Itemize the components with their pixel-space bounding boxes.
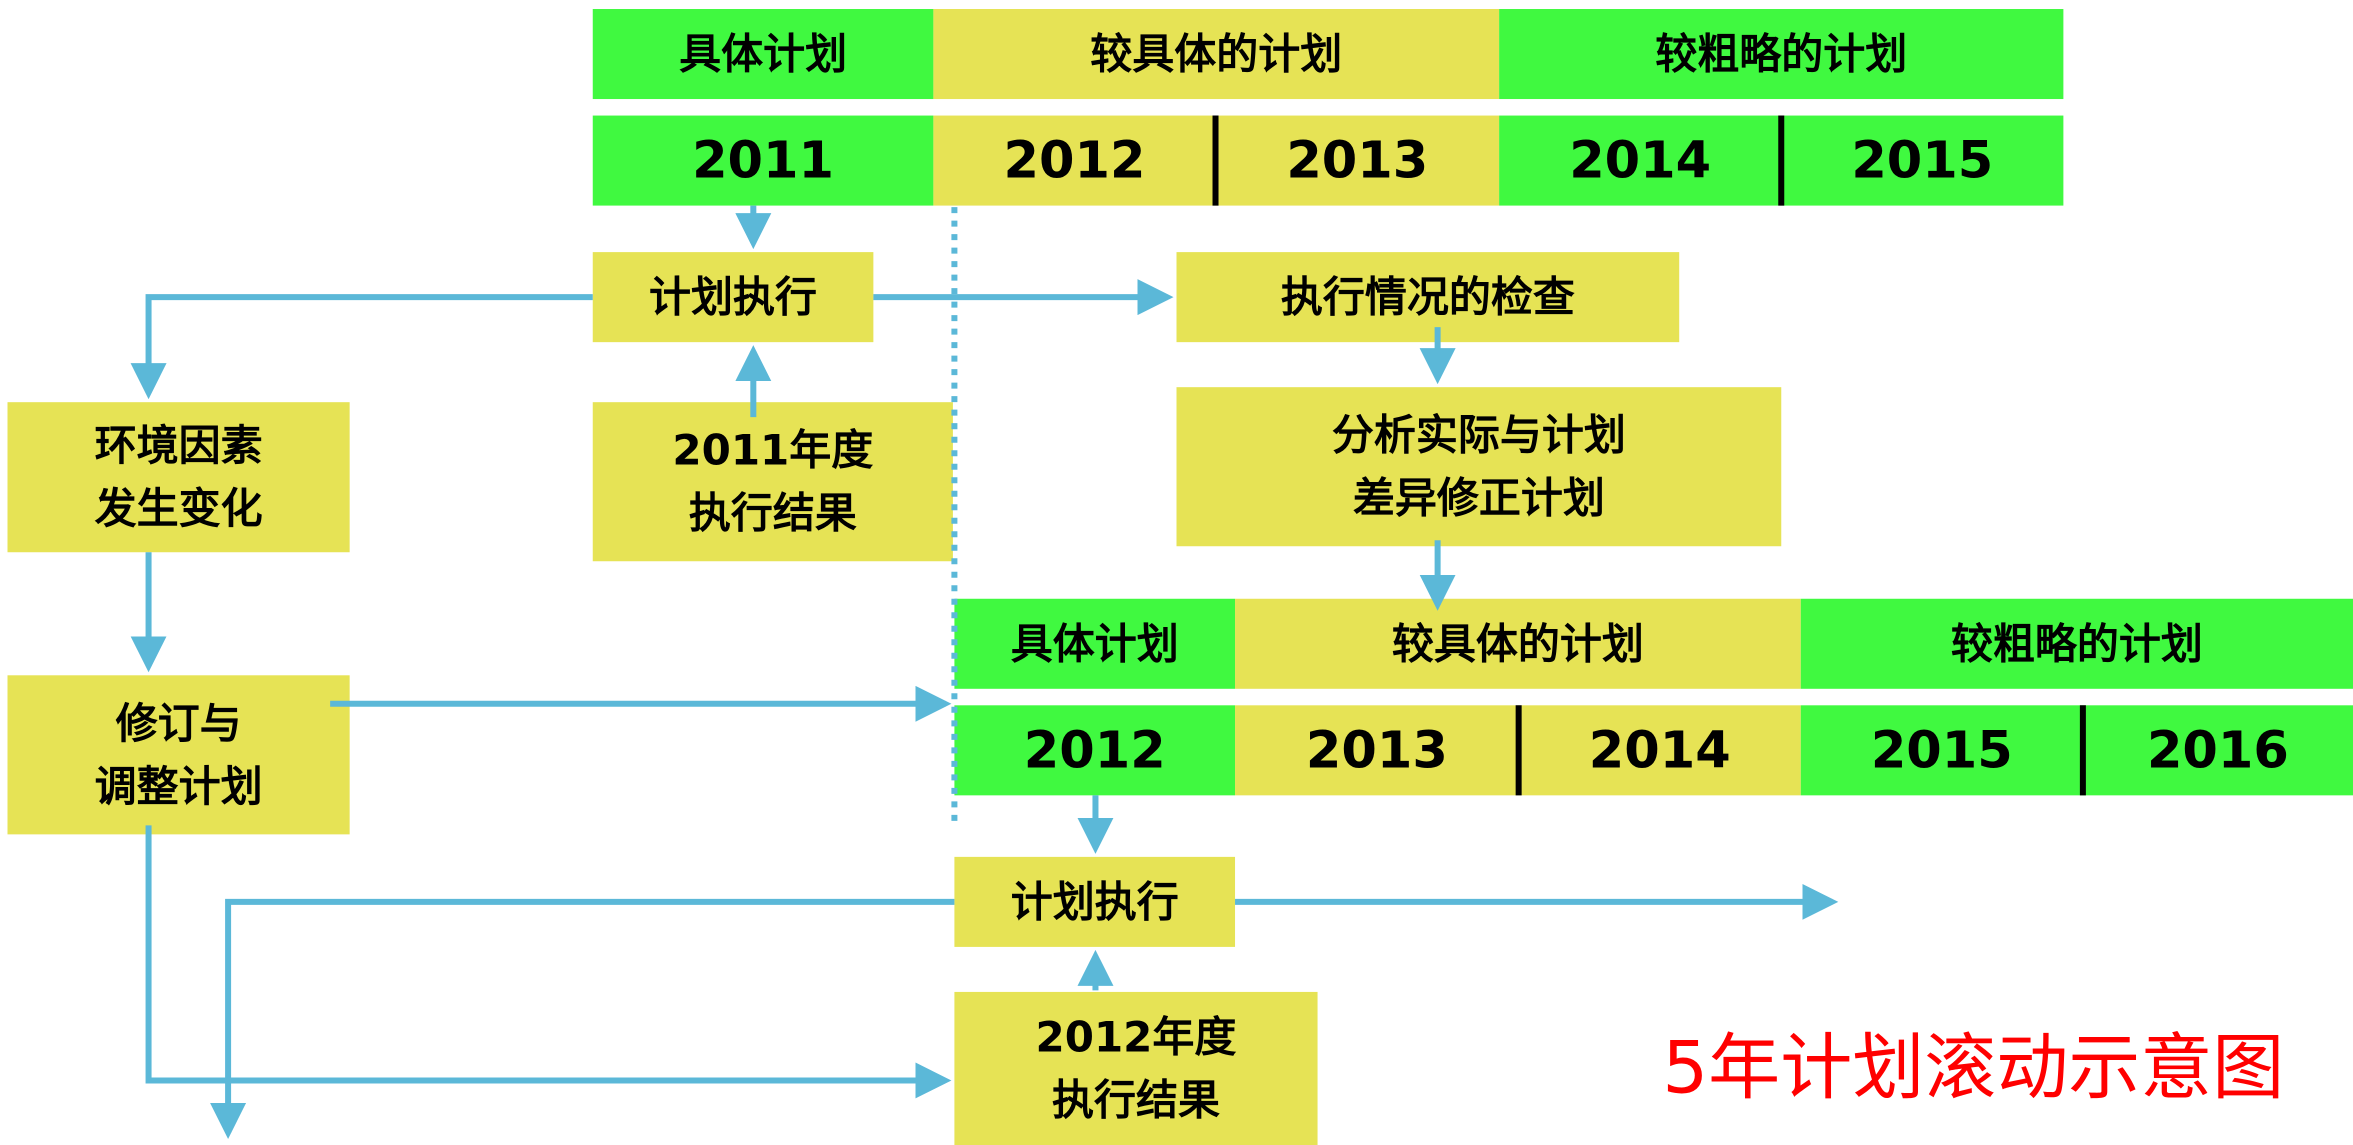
plan-year-bg <box>592 115 934 206</box>
arrow <box>145 825 952 1099</box>
plan-year: 2014 <box>1569 132 1711 191</box>
plan-year: 2014 <box>1589 721 1731 780</box>
plan-header: 较具体的计划 <box>1392 619 1644 668</box>
plan-year-bg <box>1235 705 1519 796</box>
plan-header-bg <box>954 598 1236 689</box>
plan-year: 2011 <box>692 132 834 191</box>
plan-year: 2013 <box>1286 132 1428 191</box>
plan-header: 较粗略的计划 <box>1951 619 2203 668</box>
plan-year: 2013 <box>1306 721 1448 780</box>
box <box>592 252 874 343</box>
plan-year: 2012 <box>1024 721 1166 780</box>
box-label: 发生变化 <box>95 484 263 533</box>
box-label: 执行情况的检查 <box>1281 273 1575 322</box>
connectors <box>130 205 1839 1139</box>
plan-year-bg <box>1518 705 1801 796</box>
box <box>592 402 953 562</box>
box-label: 执行结果 <box>1052 1075 1220 1124</box>
box <box>1176 252 1680 343</box>
plan-year-bg <box>1215 115 1500 206</box>
plan-year: 2012 <box>1003 132 1145 191</box>
plan-header: 具体计划 <box>679 30 847 79</box>
plan-year-bg <box>1781 115 2064 206</box>
box <box>954 991 1318 1145</box>
plan-header-bg <box>1800 598 2353 689</box>
plan-year-bg <box>1499 115 1782 206</box>
plan-header-bg <box>1235 598 1801 689</box>
box-label: 2011年度 <box>672 426 873 475</box>
box-label: 分析实际与计划 <box>1332 411 1626 460</box>
box-label: 执行结果 <box>689 489 857 538</box>
plan-header: 较粗略的计划 <box>1655 30 1907 79</box>
plan-year-bg <box>2082 705 2353 796</box>
plan-year: 2016 <box>2147 721 2289 780</box>
plan-year-bg <box>954 705 1236 796</box>
box-label: 环境因素 <box>95 421 263 470</box>
caption: 5年计划滚动示意图 <box>1662 1025 2284 1109</box>
plan-header-bg <box>592 9 934 100</box>
plan-header-bg <box>933 9 1500 100</box>
box-label: 调整计划 <box>95 762 263 811</box>
box-label: 计划执行 <box>649 273 817 322</box>
plan-header-bg <box>1499 9 2064 100</box>
plan-year: 2015 <box>1871 721 2013 780</box>
plan-header: 具体计划 <box>1011 619 1179 668</box>
box <box>7 402 350 553</box>
plan-year: 2015 <box>1851 132 1993 191</box>
arrow <box>210 898 955 1139</box>
box-label: 计划执行 <box>1011 877 1179 926</box>
box <box>7 675 350 835</box>
plan-year-bg <box>933 115 1216 206</box>
arrow <box>130 294 593 400</box>
box-label: 修订与 <box>116 699 242 748</box>
plan-year-bg <box>1800 705 2083 796</box>
box-label: 差异修正计划 <box>1353 474 1605 523</box>
box-label: 2012年度 <box>1036 1012 1237 1061</box>
plan-header: 较具体的计划 <box>1090 30 1342 79</box>
box <box>954 856 1236 947</box>
box <box>1176 387 1782 547</box>
